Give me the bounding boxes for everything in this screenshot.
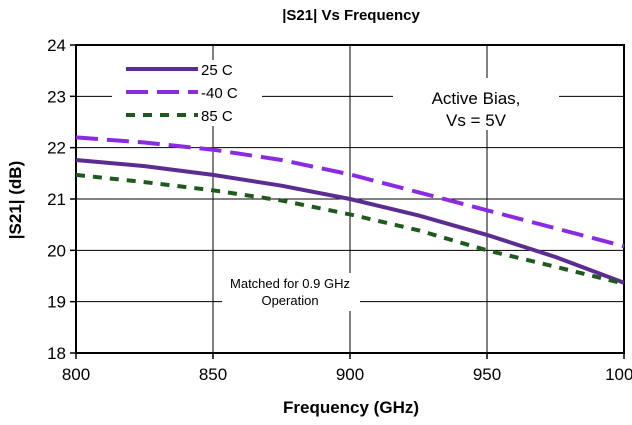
y-tick-label: 22 xyxy=(47,139,66,158)
y-tick-label: 19 xyxy=(47,293,66,312)
annotations: Active Bias, Vs = 5V Matched for 0.9 GHz Op… xyxy=(222,78,559,311)
y-tick-label: 23 xyxy=(47,87,66,106)
series-line xyxy=(75,135,625,249)
x-tick-label: 950 xyxy=(473,365,501,384)
x-tick-label: 1000 xyxy=(605,365,632,384)
y-tick-label: 21 xyxy=(47,190,66,209)
x-tick-label: 800 xyxy=(62,365,90,384)
tick-labels: 18 19 20 21 22 23 24 800 850 900 950 1000 xyxy=(47,36,632,384)
x-tick-label: 900 xyxy=(336,365,364,384)
legend: 25 C -40 C 85 C xyxy=(112,60,262,126)
annotation-bias-text: Active Bias, xyxy=(432,89,521,108)
legend-label: 25 C xyxy=(201,62,233,79)
series-line xyxy=(75,172,625,286)
y-tick-label: 18 xyxy=(47,344,66,363)
x-axis-title: Frequency (GHz) xyxy=(283,398,419,417)
annotation-bias-text: Vs = 5V xyxy=(446,111,507,130)
series-line xyxy=(75,158,625,285)
annotation-bg xyxy=(393,78,559,130)
legend-label: 85 C xyxy=(201,108,233,125)
x-tick-label: 850 xyxy=(199,365,227,384)
y-tick-label: 20 xyxy=(47,241,66,260)
legend-label: -40 C xyxy=(201,85,238,102)
annotation-matched-text: Matched for 0.9 GHz xyxy=(230,276,350,291)
chart-title: |S21| Vs Frequency xyxy=(282,7,420,24)
annotation-bg xyxy=(222,273,360,311)
annotation-matched-text: Operation xyxy=(261,293,318,308)
series-lines xyxy=(75,135,625,286)
y-axis-title: |S21| (dB) xyxy=(6,161,25,239)
y-tick-label: 24 xyxy=(47,36,66,55)
